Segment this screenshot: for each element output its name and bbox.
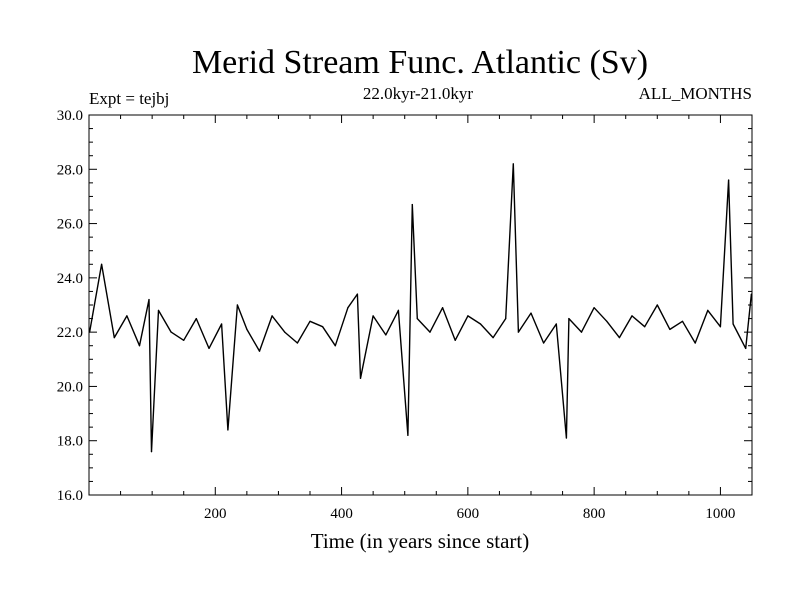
series-point-21 <box>322 326 324 328</box>
y-tick-label-7: 30.0 <box>57 108 83 124</box>
series-point-39 <box>512 163 514 165</box>
series-point-33 <box>442 307 444 309</box>
series-point-34 <box>454 339 456 341</box>
y-tick-label-1: 18.0 <box>57 434 83 450</box>
series-point-40 <box>517 331 520 333</box>
series-point-54 <box>681 320 684 322</box>
series-point-58 <box>728 179 730 181</box>
series-point-37 <box>492 337 494 339</box>
series-point-41 <box>530 312 532 314</box>
series-point-24 <box>356 293 358 295</box>
series-point-20 <box>309 320 311 322</box>
chart-subtitle: 22.0kyr-21.0kyr <box>363 84 473 103</box>
series-point-5 <box>148 299 150 301</box>
series-point-23 <box>347 307 349 309</box>
series-point-17 <box>271 315 273 317</box>
series-point-0 <box>89 331 91 333</box>
series-point-7 <box>157 309 160 311</box>
series-point-14 <box>236 304 238 306</box>
series-point-61 <box>750 293 753 295</box>
series-point-56 <box>707 309 709 311</box>
chart-title: Merid Stream Func. Atlantic (Sv) <box>192 44 648 81</box>
series-group <box>88 163 753 453</box>
series-point-26 <box>372 315 374 317</box>
series-point-18 <box>284 331 286 333</box>
series-point-60 <box>745 347 747 349</box>
series-point-38 <box>505 318 507 320</box>
axis-ticks <box>89 114 752 496</box>
y-tick-label-0: 16.0 <box>57 488 83 504</box>
series-point-1 <box>101 263 103 265</box>
x-tick-label-4: 1000 <box>705 506 735 522</box>
series-point-22 <box>334 345 336 347</box>
series-point-36 <box>479 323 482 325</box>
series-point-48 <box>606 320 608 322</box>
series-point-35 <box>467 315 469 317</box>
series-point-16 <box>258 350 261 352</box>
series-point-12 <box>221 323 223 325</box>
y-tick-label-6: 28.0 <box>57 162 83 178</box>
series-point-29 <box>407 434 409 436</box>
y-tick-label-2: 20.0 <box>57 379 83 395</box>
series-point-19 <box>296 342 298 344</box>
series-point-11 <box>208 347 210 349</box>
series-point-9 <box>183 339 185 341</box>
series-point-42 <box>543 342 545 344</box>
series-point-3 <box>126 315 128 317</box>
series-point-13 <box>227 429 229 431</box>
series-point-55 <box>694 342 696 344</box>
y-tick-label-5: 26.0 <box>57 217 83 233</box>
series-point-8 <box>170 331 172 333</box>
x-axis-label: Time (in years since start) <box>311 529 530 553</box>
x-tick-label-0: 200 <box>204 506 227 522</box>
y-tick-label-4: 24.0 <box>57 271 83 287</box>
series-point-2 <box>113 337 115 339</box>
series-point-43 <box>555 323 557 325</box>
series-point-44 <box>565 437 568 439</box>
series-point-6 <box>150 451 153 453</box>
x-tick-label-3: 800 <box>583 506 606 522</box>
series-point-31 <box>416 318 418 320</box>
series-point-15 <box>246 328 248 330</box>
series-point-51 <box>644 326 646 328</box>
series-point-30 <box>411 204 413 206</box>
series-point-10 <box>195 318 197 320</box>
series-point-47 <box>593 307 595 309</box>
x-tick-label-1: 400 <box>330 506 353 522</box>
series-point-52 <box>656 304 658 306</box>
series-point-28 <box>397 309 399 311</box>
x-tick-label-2: 600 <box>457 506 480 522</box>
series-point-32 <box>429 331 431 333</box>
series-point-45 <box>568 318 570 320</box>
series-point-46 <box>580 331 583 333</box>
series-point-53 <box>669 328 671 330</box>
series-point-27 <box>385 334 387 336</box>
series-point-25 <box>359 377 362 379</box>
series-line-0 <box>88 163 753 453</box>
experiment-label: Expt = tejbj <box>89 89 169 108</box>
months-label: ALL_MONTHS <box>639 84 752 103</box>
series-point-59 <box>732 323 734 325</box>
series-point-4 <box>138 345 141 347</box>
series-point-57 <box>719 326 722 328</box>
series-point-50 <box>631 315 633 317</box>
plot-frame <box>88 114 753 496</box>
series-point-49 <box>618 337 621 339</box>
tick-labels: 200 400 600 800 1000 16.0 18.0 20.0 22.0 24.0 26.0… <box>57 108 736 522</box>
y-tick-label-3: 22.0 <box>57 325 83 341</box>
